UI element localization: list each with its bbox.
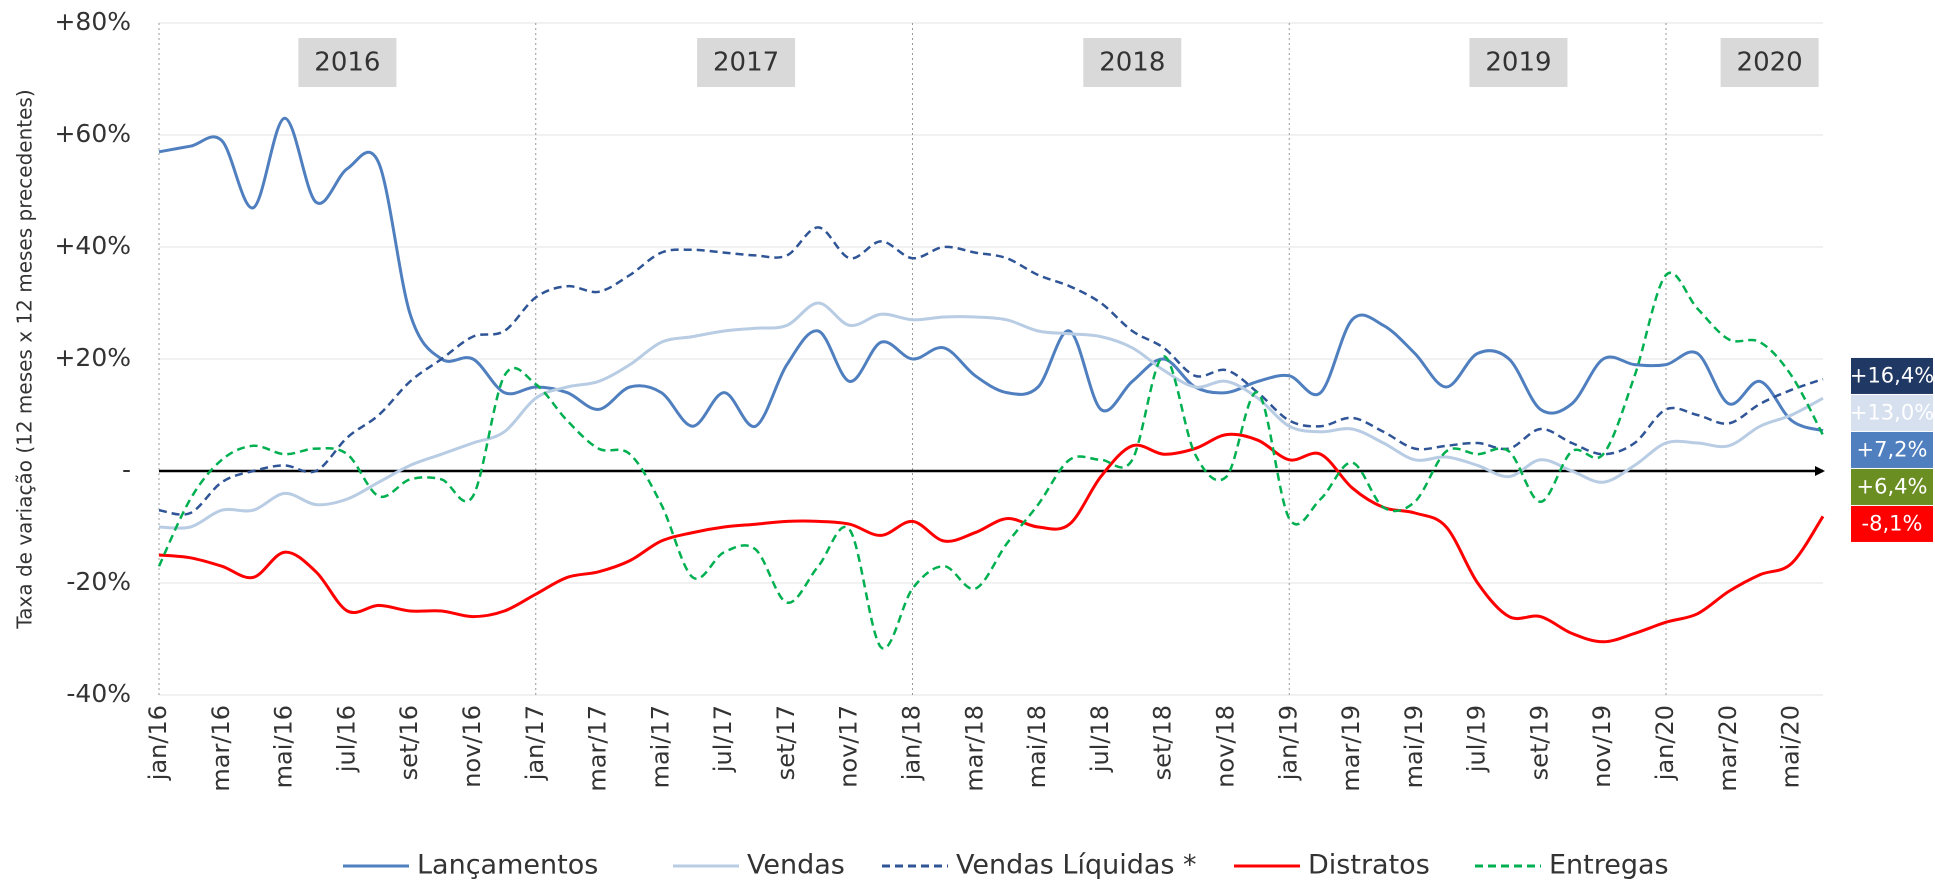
y-tick-label: +60% — [54, 119, 131, 148]
year-label: 2018 — [1099, 48, 1165, 78]
x-tick-label: mar/17 — [584, 705, 612, 792]
end-label-box — [1851, 468, 1933, 505]
x-tick-label: nov/16 — [458, 705, 486, 788]
series-line — [157, 271, 1825, 650]
end-label-box — [1851, 505, 1933, 542]
year-label: 2016 — [314, 48, 380, 78]
end-label: +6,4% — [1857, 474, 1928, 498]
x-tick-label: jan/20 — [1651, 705, 1679, 781]
x-tick-label: set/16 — [395, 705, 423, 780]
end-label: -8,1% — [1862, 511, 1923, 535]
series-line — [158, 301, 1824, 530]
x-tick-label: mar/16 — [207, 705, 235, 792]
legend-label: Vendas Líquidas * — [956, 850, 1197, 881]
year-box — [697, 38, 796, 87]
end-label: +7,2% — [1857, 437, 1928, 461]
year-box — [1083, 38, 1182, 87]
x-tick-label: jul/16 — [332, 705, 360, 773]
y-axis-label: Taxa de variação (12 meses x 12 meses pr… — [13, 89, 37, 629]
year-label: 2019 — [1485, 48, 1551, 78]
legend-label: Distratos — [1308, 850, 1430, 881]
x-tick-label: set/18 — [1149, 705, 1177, 780]
series-line — [158, 116, 1824, 433]
year-label: 2017 — [713, 48, 779, 78]
end-label-box — [1851, 394, 1933, 431]
x-tick-label: mar/19 — [1337, 705, 1365, 792]
x-tick-label: nov/19 — [1588, 705, 1616, 788]
x-tick-label: mar/18 — [960, 705, 988, 792]
x-tick-label: mai/20 — [1777, 705, 1805, 788]
y-tick-label: +40% — [54, 231, 131, 260]
end-label-box — [1851, 431, 1933, 468]
x-tick-label: jul/17 — [709, 705, 737, 773]
x-tick-label: jan/18 — [898, 705, 926, 781]
legend-label: Vendas — [747, 850, 845, 881]
x-tick-label: jul/18 — [1086, 705, 1114, 773]
x-tick-label: jan/17 — [521, 705, 549, 781]
end-label: +16,4% — [1850, 363, 1934, 387]
year-label: 2020 — [1737, 48, 1803, 78]
x-tick-label: mai/18 — [1023, 705, 1051, 788]
y-tick-label: -40% — [66, 679, 131, 708]
x-tick-label: set/19 — [1525, 705, 1553, 780]
y-tick-label: -20% — [66, 567, 131, 596]
year-box — [1720, 38, 1819, 87]
x-tick-label: mai/19 — [1400, 705, 1428, 788]
x-tick-label: mai/17 — [646, 705, 674, 788]
y-tick-label: +80% — [54, 7, 131, 36]
end-label: +13,0% — [1850, 400, 1934, 424]
legend-label: Lançamentos — [417, 850, 598, 881]
legend-label: Entregas — [1549, 850, 1669, 881]
x-tick-label: mar/20 — [1714, 705, 1742, 792]
year-box — [298, 38, 397, 87]
y-tick-label: +20% — [54, 343, 131, 372]
y-tick-label: - — [122, 455, 131, 484]
x-tick-label: mai/16 — [270, 705, 298, 788]
series-line — [158, 226, 1824, 516]
x-tick-label: nov/18 — [1211, 705, 1239, 788]
year-box — [1469, 38, 1568, 87]
x-tick-label: set/17 — [772, 705, 800, 780]
series-line — [158, 432, 1825, 644]
x-tick-label: nov/17 — [835, 705, 863, 788]
end-label-box — [1851, 357, 1933, 394]
x-tick-label: jan/16 — [144, 705, 172, 781]
x-tick-label: jan/19 — [1274, 705, 1302, 781]
x-tick-label: jul/19 — [1463, 705, 1491, 773]
